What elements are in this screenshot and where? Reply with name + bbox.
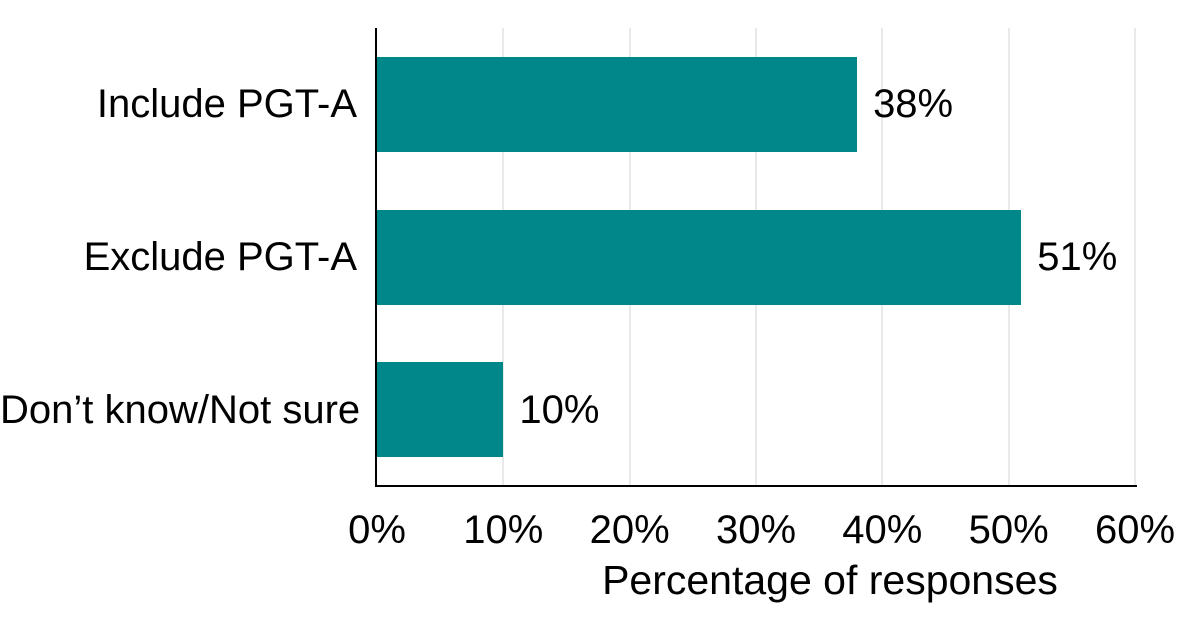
gridline-60: [1134, 28, 1136, 485]
category-label: Don’t know/Not sure: [0, 387, 361, 432]
category-label: Exclude PGT-A: [83, 235, 357, 279]
x-axis-title: Percentage of responses: [602, 557, 1058, 603]
value-label: 38%: [873, 82, 954, 127]
bar-3: [377, 362, 504, 458]
y-axis-line: [375, 28, 377, 487]
x-tick-label-10pct: 10%: [463, 508, 544, 552]
x-axis-line: [375, 485, 1137, 487]
x-tick-label-30pct: 30%: [715, 508, 797, 552]
x-tick-label-20pct: 20%: [589, 508, 670, 552]
value-label: 51%: [1037, 235, 1118, 279]
bar-1: [377, 56, 858, 152]
category-label: Include PGT-A: [96, 82, 357, 127]
x-tick-label-60pct: 60%: [1094, 508, 1176, 552]
value-label: 10%: [519, 387, 600, 432]
x-tick-label-40pct: 40%: [842, 508, 923, 552]
x-tick-label-0pct: 0%: [348, 508, 406, 552]
x-tick-label-50pct: 50%: [968, 508, 1049, 552]
bar-2: [377, 209, 1022, 305]
